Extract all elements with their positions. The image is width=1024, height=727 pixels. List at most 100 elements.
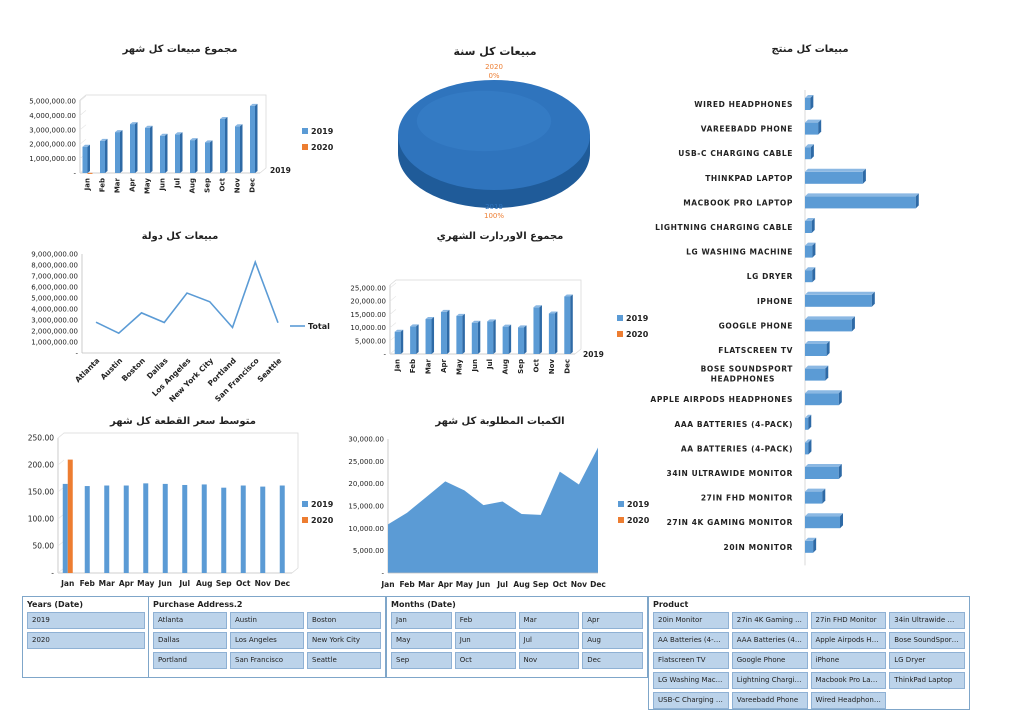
bar-2019-nov — [548, 313, 555, 354]
bar-side-2019-apr — [135, 122, 138, 173]
slicer-products-item[interactable]: iPhone — [810, 652, 887, 669]
legend-label-2019: 2019 — [311, 127, 334, 136]
slicer-months-item[interactable]: Feb — [454, 612, 516, 629]
bar-2019-jul — [182, 484, 188, 573]
slicer-products-item[interactable]: 27in 4K Gaming ... — [731, 612, 808, 629]
legend-label-2019: 2019 — [311, 500, 334, 509]
slicer-products-item[interactable]: Wired Headphones — [810, 692, 887, 709]
slicer-products-item[interactable]: 34in Ultrawide M... — [889, 612, 965, 629]
slicer-products-item[interactable]: 27in FHD Monitor — [810, 612, 887, 629]
slicer-months-item[interactable]: Dec — [582, 652, 643, 669]
x-tick-label: Apr — [129, 177, 137, 191]
chart-title-monthly-orders: مجموع الاوردارت الشهري — [436, 231, 564, 242]
slicer-products-item[interactable]: Apple Airpods He... — [810, 632, 887, 649]
slicer-months-item[interactable]: Jun — [454, 632, 516, 649]
slicer-cities-item[interactable]: Atlanta — [153, 612, 227, 629]
slicer-products-item[interactable]: Bose SoundSport ... — [889, 632, 965, 649]
legend-label-2019: 2019 — [626, 314, 649, 323]
slicer-products-item[interactable]: AA Batteries (4-p... — [653, 632, 729, 649]
bar-side-2019-apr — [446, 309, 450, 354]
slicer-months-item[interactable]: Oct — [454, 652, 516, 669]
x-tick-label: Mar — [418, 580, 435, 589]
slicer-months-item[interactable]: Jan — [391, 612, 452, 629]
slicer-months-item[interactable]: Apr — [582, 612, 643, 629]
slicer-cities-item[interactable]: Seattle — [307, 652, 381, 669]
bar-top — [805, 218, 815, 221]
slicer-months-item[interactable]: Aug — [582, 632, 643, 649]
slicer-cities-item[interactable]: Portland — [153, 652, 227, 669]
slicer-months-item[interactable]: Nov — [518, 652, 580, 669]
area-2019 — [388, 447, 598, 573]
y-tick-label-cont: HEADPHONES — [711, 375, 775, 384]
y-tick-label: 20,000.00 — [350, 298, 386, 306]
slicer-cities-item[interactable]: Los Angeles — [230, 632, 304, 649]
bar-side — [871, 291, 875, 307]
bar-top — [805, 513, 844, 517]
x-tick-label: Jun — [471, 359, 479, 373]
bar-2019-aug — [190, 140, 195, 173]
slicer-products-item[interactable]: Lightning Chargin... — [731, 672, 808, 689]
slicer-products-item[interactable]: Macbook Pro Lap... — [810, 672, 887, 689]
x-tick-label: Jun — [159, 178, 167, 192]
bar-side-2019-jan — [87, 144, 90, 173]
x-tick-label: Boston — [120, 356, 147, 383]
x-tick-label: Oct — [553, 580, 568, 589]
bar-top — [805, 464, 842, 467]
bar-top — [805, 267, 816, 271]
chart-title-avg-price: متوسط سعر القطعة كل شهر — [110, 416, 256, 427]
axis-caption: 2019 — [270, 166, 291, 175]
bar-top-2019-jan — [394, 329, 404, 332]
bar-2020-jan — [87, 172, 93, 174]
bar-top-2019-apr — [440, 309, 450, 312]
legend-swatch-2020 — [618, 517, 624, 523]
monthly-sales-chart: 5,000,000.00 4,000,000.00 3,000,000.00 2,00… — [0, 60, 340, 210]
bar-usb-c-charging-cable — [805, 147, 811, 160]
slicer-products-item[interactable]: ThinkPad Laptop — [889, 672, 965, 689]
slicer-cities-item[interactable]: Dallas — [153, 632, 227, 649]
bar-top — [805, 537, 817, 541]
slicer-years-item[interactable]: 2019 — [27, 612, 145, 629]
bar-2019-mar — [115, 132, 120, 173]
bar-top-2019-jun — [160, 133, 168, 136]
slicer-products-item[interactable]: Google Phone — [731, 652, 808, 669]
slicer-cities-item[interactable]: Boston — [307, 612, 381, 629]
bar-side-2019-oct — [225, 116, 228, 173]
x-tick-label: Sep — [204, 178, 212, 193]
x-tick-label: Sep — [216, 579, 232, 588]
y-tick-label: 10,000.00 — [350, 324, 386, 332]
y-tick-label: 3,000,000.00 — [29, 126, 76, 134]
x-tick-label: Mar — [114, 177, 122, 193]
y-tick-label: 5,000.00 — [355, 337, 386, 345]
yearly-sales-chart: 2020 0% 2019 100% — [380, 55, 620, 230]
pie-label-2020-value: 0% — [488, 72, 499, 80]
slicer-cities-item[interactable]: New York City — [307, 632, 381, 649]
grid-line — [389, 282, 397, 289]
x-tick-label: Feb — [409, 359, 417, 373]
slicer-products-item[interactable]: Vareebadd Phone — [731, 692, 808, 709]
y-tick-label: 5,000.00 — [353, 547, 384, 555]
chart-title-monthly-sales: مجموع مبيعات كل شهر — [122, 44, 238, 55]
x-tick-label: May — [144, 178, 152, 194]
bar-side — [840, 513, 844, 529]
bar-top — [805, 168, 866, 172]
x-tick-label: Atlanta — [73, 356, 101, 384]
slicer-months-item[interactable]: Mar — [518, 612, 580, 629]
slicer-months-item[interactable]: Sep — [391, 652, 452, 669]
slicer-cities-item[interactable]: San Francisco — [230, 652, 304, 669]
slicer-products-item[interactable]: AAA Batteries (4-... — [731, 632, 808, 649]
slicer-years-item[interactable]: 2020 — [27, 632, 145, 649]
slicer-cities-item[interactable]: Austin — [230, 612, 304, 629]
slicer-months-item[interactable]: Jul — [518, 632, 580, 649]
slicer-products-item[interactable]: LG Dryer — [889, 652, 965, 669]
bar-top-2019-dec — [564, 294, 573, 297]
slicer-months-item[interactable]: May — [391, 632, 452, 649]
bar-2019-oct — [533, 307, 540, 354]
slicer-products-item[interactable]: 20in Monitor — [653, 612, 729, 629]
x-tick-label: Aug — [189, 178, 197, 193]
avg-price-chart: 250.00 200.00 150.00 100.00 50.00- Jan Feb Mar A… — [0, 430, 340, 595]
slicer-products-item[interactable]: LG Washing Mac... — [653, 672, 729, 689]
slicer-products: Product 20in Monitor 27in 4K Gaming ... 27… — [648, 596, 970, 710]
y-tick-label: 20,000.00 — [348, 480, 384, 488]
slicer-products-item[interactable]: Flatscreen TV — [653, 652, 729, 669]
slicer-products-item[interactable]: USB-C Charging C... — [653, 692, 729, 709]
